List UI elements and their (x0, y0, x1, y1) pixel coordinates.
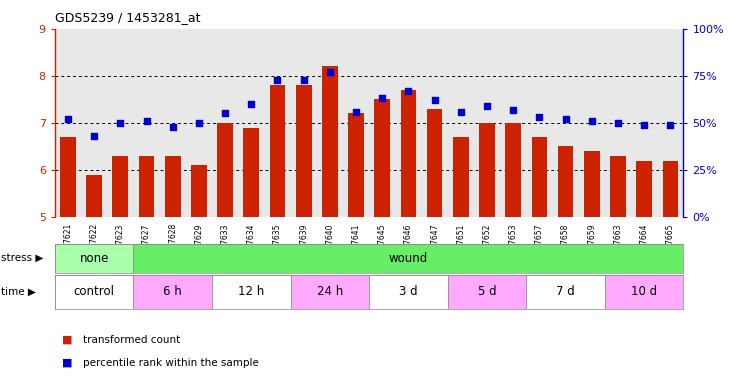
Text: stress ▶: stress ▶ (1, 253, 44, 263)
Text: time ▶: time ▶ (1, 287, 37, 297)
Bar (447, 275, 526, 309)
Text: 5 d: 5 d (478, 285, 496, 298)
Point (62, 116, 74, 122)
Text: wound: wound (389, 252, 428, 265)
Bar (348, 114, 364, 217)
Point (140, 118, 152, 124)
Point (272, 76, 284, 83)
Point (455, 109, 466, 115)
Point (507, 107, 519, 113)
Bar (296, 85, 311, 217)
Point (219, 111, 231, 117)
Bar (290, 275, 369, 309)
Text: 24 h: 24 h (317, 285, 343, 298)
Bar (453, 137, 469, 217)
Bar (164, 156, 181, 217)
Point (115, 120, 126, 126)
Text: 10 d: 10 d (631, 285, 657, 298)
Text: 12 h: 12 h (238, 285, 265, 298)
Bar (401, 90, 416, 217)
Point (481, 103, 493, 109)
Point (193, 120, 205, 126)
Text: 3 d: 3 d (399, 285, 417, 298)
Point (298, 76, 309, 83)
Text: none: none (80, 252, 109, 265)
Text: GDS5239 / 1453281_at: GDS5239 / 1453281_at (55, 12, 200, 25)
Point (560, 116, 572, 122)
Point (376, 95, 388, 101)
Point (664, 122, 676, 128)
Bar (505, 123, 521, 217)
Text: percentile rank within the sample: percentile rank within the sample (83, 358, 259, 368)
Bar (662, 161, 678, 217)
Bar (636, 161, 652, 217)
Point (167, 124, 178, 130)
Point (534, 114, 545, 120)
Bar (427, 109, 442, 217)
Bar (605, 275, 683, 309)
Bar (55, 275, 133, 309)
Bar (243, 127, 259, 217)
Point (429, 97, 441, 103)
Text: ■: ■ (62, 358, 72, 368)
Point (324, 69, 336, 75)
Point (638, 122, 650, 128)
Point (350, 109, 362, 115)
Bar (212, 275, 290, 309)
Text: transformed count: transformed count (83, 335, 180, 345)
Point (88, 133, 100, 139)
Bar (531, 137, 548, 217)
Bar (374, 99, 390, 217)
Bar (139, 156, 154, 217)
Bar (270, 85, 285, 217)
Bar (113, 156, 128, 217)
Bar (526, 275, 605, 309)
Bar (133, 244, 683, 273)
Bar (60, 137, 76, 217)
Bar (584, 151, 599, 217)
Point (586, 118, 598, 124)
Text: 7 d: 7 d (556, 285, 575, 298)
Bar (217, 123, 233, 217)
Bar (369, 275, 447, 309)
Point (612, 120, 624, 126)
Bar (191, 165, 207, 217)
Bar (480, 123, 495, 217)
Text: control: control (74, 285, 115, 298)
Bar (86, 175, 102, 217)
Text: ■: ■ (62, 335, 72, 345)
Point (403, 88, 414, 94)
Bar (558, 146, 573, 217)
Bar (55, 244, 133, 273)
Bar (133, 275, 212, 309)
Bar (610, 156, 626, 217)
Bar (322, 66, 338, 217)
Text: 6 h: 6 h (163, 285, 182, 298)
Point (246, 101, 257, 107)
